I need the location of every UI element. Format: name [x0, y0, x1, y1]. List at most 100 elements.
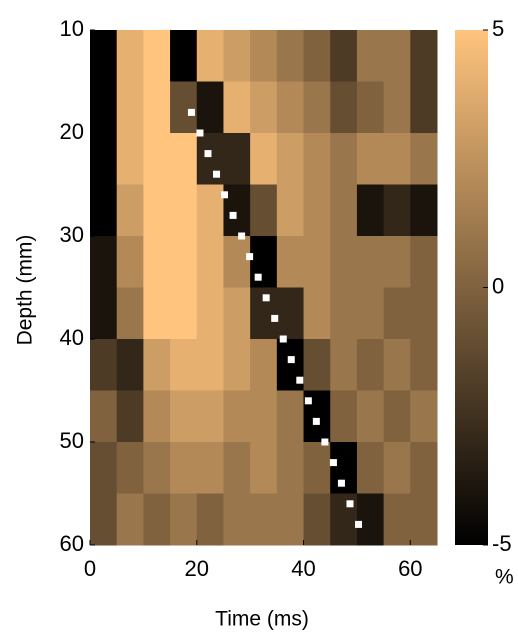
- heatmap-cell: [356, 133, 385, 185]
- overlay-dot: [287, 356, 295, 364]
- heatmap-cell: [276, 390, 305, 443]
- heatmap-cell: [170, 390, 198, 443]
- heatmap-cell: [330, 390, 358, 443]
- heatmap-cell: [383, 81, 411, 134]
- heatmap-cell: [196, 81, 224, 134]
- heatmap-cell: [383, 30, 411, 82]
- y-axis-label: Depth (mm): [14, 235, 37, 346]
- heatmap-cell: [330, 339, 358, 391]
- colorbar-tick-label: -5: [492, 531, 512, 556]
- heatmap-cell: [170, 287, 198, 340]
- overlay-dot: [204, 150, 212, 158]
- heatmap-cell: [170, 81, 198, 134]
- heatmap-cell: [250, 442, 278, 494]
- heatmap-cell: [196, 184, 224, 237]
- heatmap-cell: [250, 184, 278, 237]
- overlay-dot: [296, 376, 304, 384]
- heatmap-cell: [276, 236, 305, 288]
- heatmap-cell: [356, 287, 385, 340]
- overlay-dot: [221, 191, 229, 199]
- overlay-dot: [329, 459, 337, 467]
- heatmap-cell: [143, 493, 171, 546]
- x-tick-label: 60: [398, 556, 422, 581]
- heatmap-cell: [223, 236, 251, 288]
- heatmap-cell: [330, 236, 358, 288]
- heatmap-cell: [90, 442, 118, 494]
- y-tick-label: 60: [60, 531, 84, 556]
- heatmap-cell: [116, 493, 144, 546]
- heatmap-cell: [276, 184, 305, 237]
- heatmap-cell: [223, 81, 251, 134]
- heatmap-cell: [356, 390, 385, 443]
- overlay-dot: [321, 438, 329, 446]
- x-axis-label: Time (ms): [215, 608, 309, 631]
- heatmap-cell: [250, 30, 278, 82]
- heatmap-cell: [250, 493, 278, 546]
- heatmap-cell: [410, 30, 438, 82]
- heatmap-cell: [276, 81, 305, 134]
- colorbar-label: %: [495, 566, 514, 589]
- heatmap-cell: [303, 287, 331, 340]
- heatmap-cell: [223, 339, 251, 391]
- heatmap-cell: [143, 442, 171, 494]
- heatmap-cell: [356, 493, 385, 546]
- overlay-dot: [304, 397, 312, 405]
- heatmap-cell: [223, 287, 251, 340]
- heatmap-cell: [196, 236, 224, 288]
- heatmap-cell: [116, 287, 144, 340]
- overlay-dot: [187, 108, 195, 116]
- heatmap-cell: [90, 236, 118, 288]
- heatmap-cell: [276, 30, 305, 82]
- overlay-dot: [196, 129, 204, 137]
- heatmap-cell: [330, 287, 358, 340]
- heatmap-cell: [383, 133, 411, 185]
- overlay-dot: [346, 500, 354, 508]
- heatmap-cell: [410, 236, 438, 288]
- overlay-dot: [279, 335, 287, 343]
- heatmap-cell: [170, 442, 198, 494]
- heatmap-cell: [383, 493, 411, 546]
- heatmap-cell: [223, 30, 251, 82]
- heatmap-cell: [356, 442, 385, 494]
- overlay-dot: [213, 170, 221, 178]
- heatmap-cell: [250, 81, 278, 134]
- heatmap-cell: [196, 287, 224, 340]
- x-tick-label: 40: [291, 556, 315, 581]
- heatmap-cell: [90, 184, 118, 237]
- heatmap-cell: [116, 236, 144, 288]
- heatmap-cell: [116, 81, 144, 134]
- heatmap-cell: [410, 133, 438, 185]
- overlay-dot: [355, 520, 363, 528]
- heatmap-cell: [223, 493, 251, 546]
- heatmap-cell: [196, 390, 224, 443]
- heatmap-cell: [410, 339, 438, 391]
- heatmap-cell: [410, 287, 438, 340]
- heatmap-cell: [410, 390, 438, 443]
- heatmap-cell: [330, 133, 358, 185]
- heatmap-cell: [330, 81, 358, 134]
- heatmap-cell: [170, 133, 198, 185]
- heatmap-cell: [250, 390, 278, 443]
- heatmap-cell: [410, 81, 438, 134]
- heatmap-cell: [196, 339, 224, 391]
- heatmap-cell: [90, 133, 118, 185]
- colorbar: [455, 30, 488, 545]
- colorbar-tick-label: 5: [492, 16, 504, 41]
- y-tick-label: 40: [60, 325, 84, 350]
- heatmap-cell: [116, 30, 144, 82]
- heatmap-cell: [143, 287, 171, 340]
- heatmap-cell: [90, 339, 118, 391]
- heatmap-cell: [143, 133, 171, 185]
- heatmap-cell: [356, 30, 385, 82]
- heatmap-cell: [143, 81, 171, 134]
- heatmap-cell: [303, 339, 331, 391]
- heatmap-cell: [383, 339, 411, 391]
- heatmap-cell: [143, 390, 171, 443]
- heatmap-cell: [356, 339, 385, 391]
- y-tick-label: 10: [60, 16, 84, 41]
- heatmap-cell: [410, 184, 438, 237]
- heatmap-cell: [143, 339, 171, 391]
- heatmap-cell: [383, 442, 411, 494]
- heatmap-cell: [303, 30, 331, 82]
